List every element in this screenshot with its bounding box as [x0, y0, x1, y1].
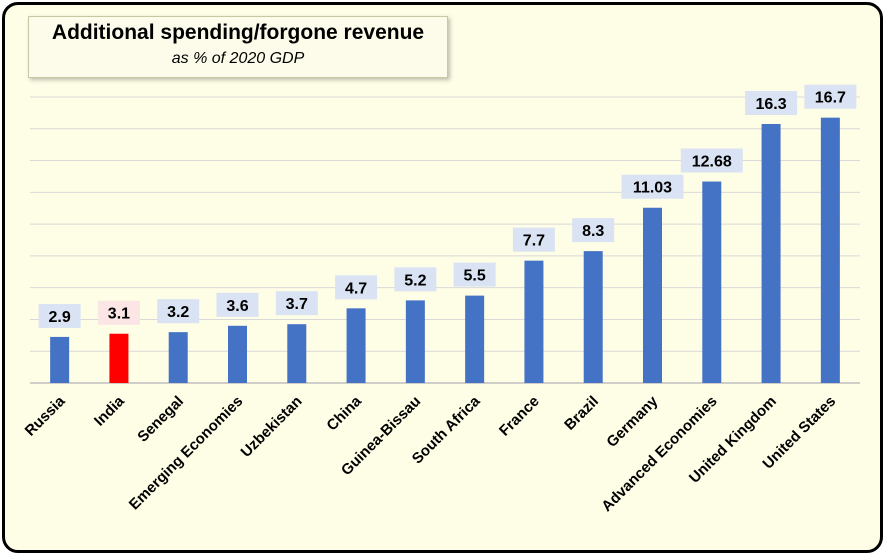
title-box: Additional spending/forgone revenue as %…	[28, 16, 448, 78]
data-label: 3.2	[167, 304, 189, 321]
x-tick-label: Emerging Economies	[126, 393, 246, 513]
data-label-bg	[394, 267, 437, 292]
data-label-bg	[804, 84, 857, 109]
x-tick-label: Uzbekistan	[238, 393, 306, 461]
bar-india	[109, 333, 129, 383]
data-label: 5.2	[404, 272, 426, 289]
bar-brazil	[583, 251, 603, 383]
bar-guinea-bissau	[405, 300, 425, 383]
data-label-bg	[38, 303, 81, 328]
data-label-bg	[572, 218, 615, 243]
data-label: 4.7	[345, 280, 367, 297]
data-label: 11.03	[633, 180, 672, 197]
data-label-bg	[745, 91, 798, 116]
x-tick-label: India	[91, 392, 128, 429]
bar-russia	[50, 336, 70, 383]
data-label-bg	[275, 291, 318, 316]
x-tick-label: Russia	[22, 392, 69, 439]
data-label: 8.3	[582, 223, 604, 240]
bar-emerging-economies	[228, 325, 247, 383]
data-label: 7.7	[523, 233, 545, 250]
x-tick-label: France	[496, 393, 543, 440]
bar-germany	[643, 207, 662, 383]
data-label: 3.1	[108, 306, 130, 323]
data-label-bg	[157, 299, 200, 324]
data-label: 16.3	[756, 96, 787, 113]
data-label-bg	[335, 275, 378, 300]
x-tick-label: China	[323, 392, 365, 434]
data-label-bg	[621, 174, 684, 199]
bar-uzbekistan	[287, 324, 307, 383]
bar-china	[346, 308, 366, 383]
data-label: 16.7	[815, 90, 846, 107]
data-label: 3.6	[226, 298, 248, 315]
bar-france	[524, 260, 544, 383]
data-label-bg	[97, 300, 140, 325]
data-label-bg	[512, 227, 555, 252]
bar-senegal	[168, 332, 188, 383]
data-label: 3.7	[286, 296, 308, 313]
chart-subtitle: as % of 2020 GDP	[171, 50, 305, 67]
data-label: 2.9	[49, 309, 71, 326]
bar-south-africa	[465, 295, 485, 383]
x-tick-label: Germany	[603, 392, 661, 450]
bar-united-states	[820, 117, 840, 384]
bar-united-kingdom	[761, 124, 781, 383]
data-label: 5.5	[464, 268, 486, 285]
data-label: 12.68	[692, 154, 732, 171]
bar-advanced-economies	[702, 181, 722, 383]
x-tick-label: Brazil	[561, 393, 602, 434]
x-tick-label: Senegal	[134, 393, 187, 446]
data-label-bg	[453, 262, 496, 287]
chart-title: Additional spending/forgone revenue	[51, 21, 425, 44]
x-tick-label: Advanced Economies	[598, 393, 720, 515]
data-label-bg	[680, 148, 743, 173]
data-label-bg	[216, 292, 259, 317]
